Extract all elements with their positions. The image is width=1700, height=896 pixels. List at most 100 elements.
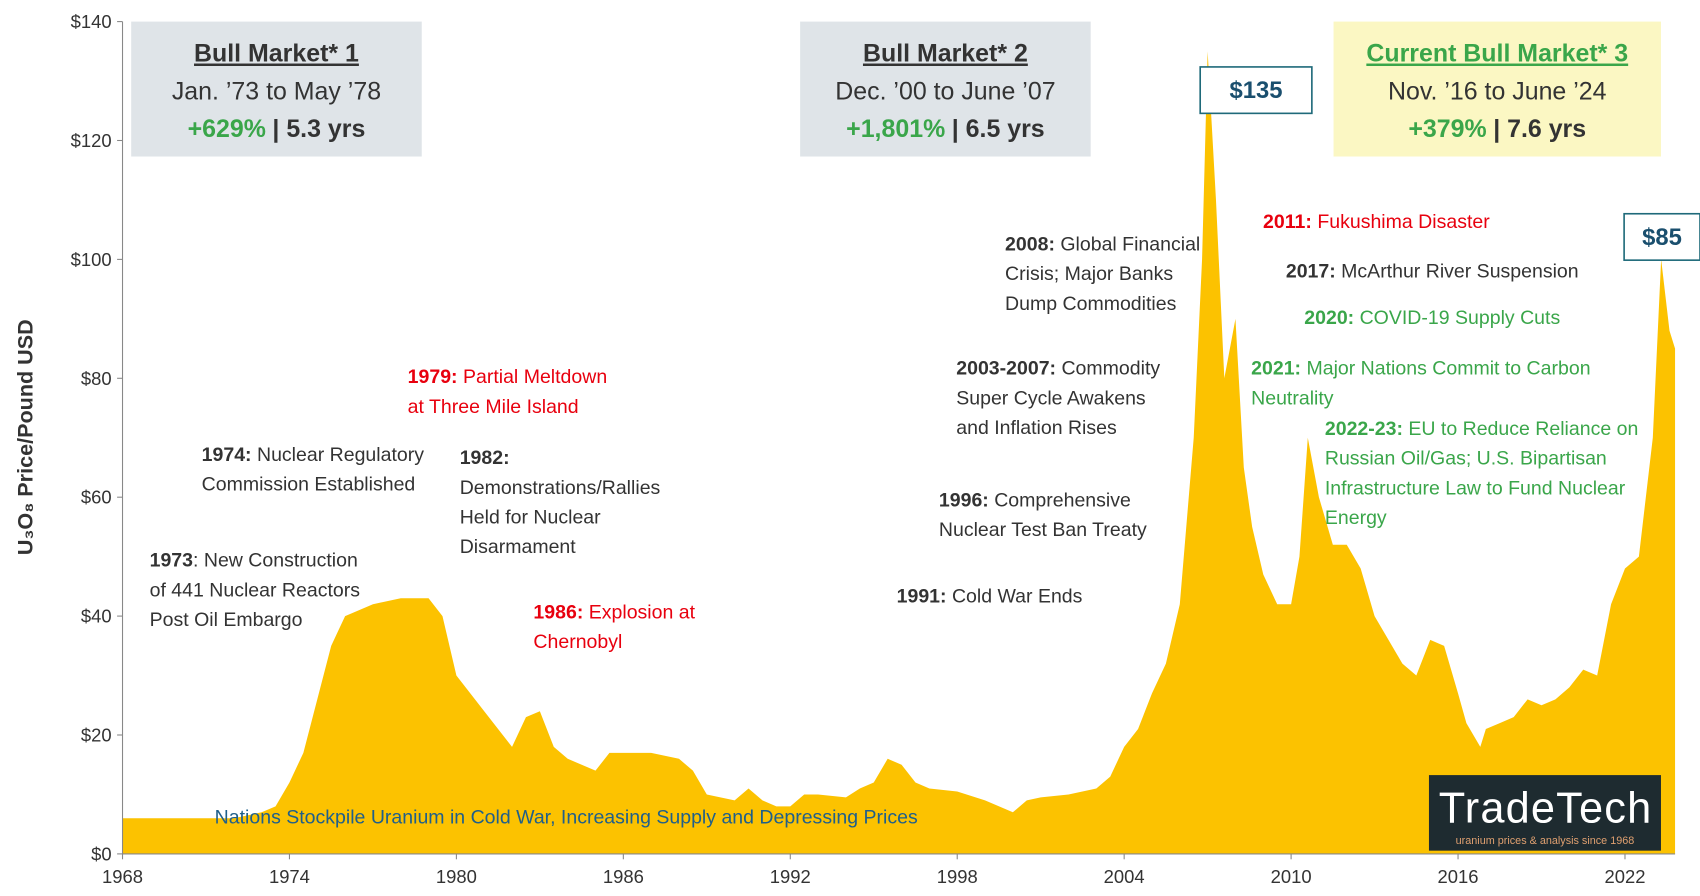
gain: +379% (1408, 115, 1486, 143)
annotation-line: McArthur River Suspension (1336, 260, 1579, 282)
annotation-line: at Three Mile Island (408, 396, 579, 418)
x-tick-label: 2022 (1604, 866, 1645, 887)
annotation-line: Comprehensive (989, 489, 1131, 511)
annotation-line: Russian Oil/Gas; U.S. Bipartisan (1325, 448, 1607, 470)
annotation-text: 2008: Global Financial (1005, 233, 1200, 255)
annotation-label: 2011: (1263, 211, 1312, 233)
callout-label: $85 (1642, 224, 1682, 251)
x-tick-label: 1980 (436, 866, 477, 887)
annotation-line: Chernobyl (533, 631, 622, 653)
duration: | 5.3 yrs (272, 115, 365, 143)
annotation-line: Commission Established (202, 474, 416, 496)
bull-market-gain: +629% | 5.3 yrs (188, 115, 366, 143)
y-tick-label: $120 (71, 130, 112, 151)
gain: +629% (188, 115, 266, 143)
y-tick-label: $60 (81, 487, 112, 508)
annotation-line: Nuclear Test Ban Treaty (939, 519, 1147, 541)
y-tick-label: $40 (81, 606, 112, 627)
annotation-text: Commission Established (202, 474, 416, 496)
annotation-line: EU to Reduce Reliance on (1403, 418, 1638, 440)
annotation-text: 1973: New Construction (150, 550, 358, 572)
annotation-text: Russian Oil/Gas; U.S. Bipartisan (1325, 448, 1607, 470)
bull-market-title: Current Bull Market* 3 (1366, 40, 1628, 68)
bull-market-dates: Nov. ’16 to June ’24 (1388, 77, 1607, 105)
logo-name: TradeTech (1439, 785, 1652, 833)
annotation-line: Neutrality (1251, 387, 1334, 409)
annotation-text: 1974: Nuclear Regulatory (202, 444, 425, 466)
annotation-line: Demonstrations/Rallies (460, 477, 661, 499)
annotation-line: Fukushima Disaster (1312, 211, 1490, 233)
annotation-text: and Inflation Rises (956, 417, 1117, 439)
annotation-text: Infrastructure Law to Fund Nuclear (1325, 477, 1626, 499)
annotation-line: Global Financial (1055, 233, 1200, 255)
annotation-line: : New Construction (193, 550, 358, 572)
annotation-text: Energy (1325, 507, 1387, 529)
annotation-line: Cold War Ends (947, 585, 1083, 607)
annotation-line: COVID-19 Supply Cuts (1354, 307, 1560, 329)
x-tick-label: 2010 (1271, 866, 1312, 887)
annotation-label: 1979: (408, 366, 458, 388)
x-tick-label: 1992 (770, 866, 811, 887)
bull-market-gain: +1,801% | 6.5 yrs (846, 115, 1045, 143)
bull-market-box (1333, 21, 1661, 157)
annotation-text: 1996: Comprehensive (939, 489, 1131, 511)
annotation-text: 2021: Major Nations Commit to Carbon (1251, 358, 1590, 380)
annotation-line: Partial Meltdown (458, 366, 608, 388)
bull-market-gain: +379% | 7.6 yrs (1408, 115, 1586, 143)
duration: | 7.6 yrs (1493, 115, 1586, 143)
annotation-text: Post Oil Embargo (150, 609, 303, 631)
y-tick-label: $20 (81, 725, 112, 746)
x-tick-label: 1974 (269, 866, 310, 887)
annotation-line: Held for Nuclear (460, 507, 601, 529)
annotation-text: Chernobyl (533, 631, 622, 653)
x-tick-label: 2004 (1104, 866, 1145, 887)
annotation-label: 2017: (1286, 260, 1336, 282)
logo-tagline: uranium prices & analysis since 1968 (1456, 835, 1635, 847)
annotation-label: 2003-2007: (956, 358, 1056, 380)
annotation-label: 2020: (1304, 307, 1354, 329)
annotation-text: Held for Nuclear (460, 507, 601, 529)
annotation-label: 2008: (1005, 233, 1055, 255)
annotation-text: Neutrality (1251, 387, 1334, 409)
annotation-text: Nuclear Test Ban Treaty (939, 519, 1147, 541)
annotation-label: 1973 (150, 550, 194, 572)
annotation-label: 2021: (1251, 358, 1301, 380)
annotation-text: Crisis; Major Banks (1005, 263, 1173, 285)
annotation-label: 1996: (939, 489, 989, 511)
annotation-text: 1991: Cold War Ends (897, 585, 1083, 607)
annotation-text: 2017: McArthur River Suspension (1286, 260, 1579, 282)
bull-market-dates: Dec. ’00 to June ’07 (835, 77, 1055, 105)
annotation-text: 2022-23: EU to Reduce Reliance on (1325, 418, 1638, 440)
annotation-line: and Inflation Rises (956, 417, 1117, 439)
annotation-text: 1979: Partial Meltdown (408, 366, 608, 388)
y-tick-label: $140 (71, 11, 112, 32)
logo-box (1428, 775, 1661, 851)
price-area (122, 51, 1676, 854)
bull-market-dates: Jan. ’73 to May ’78 (172, 77, 381, 105)
annotation-line: Commodity (1056, 358, 1160, 380)
callout-label: $135 (1229, 77, 1282, 104)
annotation-text: 1986: Explosion at (533, 602, 695, 624)
annotation-label: 2022-23: (1325, 418, 1403, 440)
y-tick-label: $0 (91, 843, 111, 864)
gain: +1,801% (846, 115, 945, 143)
annotation-text: Demonstrations/Rallies (460, 477, 661, 499)
annotation-label: 1974: (202, 444, 252, 466)
annotation-line: of 441 Nuclear Reactors (150, 579, 361, 601)
x-tick-label: 1998 (937, 866, 978, 887)
annotation-text: 2011: Fukushima Disaster (1263, 211, 1490, 233)
annotation-text: 2020: COVID-19 Supply Cuts (1304, 307, 1560, 329)
annotation-text: 2003-2007: Commodity (956, 358, 1160, 380)
annotation-line: Disarmament (460, 536, 577, 558)
annotation-line: Nations Stockpile Uranium in Cold War, I… (215, 807, 918, 829)
annotation-line: Post Oil Embargo (150, 609, 303, 631)
annotation-line: Super Cycle Awakens (956, 387, 1146, 409)
annotation-text: Dump Commodities (1005, 293, 1177, 315)
annotation-label: 1991: (897, 585, 947, 607)
y-tick-label: $100 (71, 249, 112, 270)
bull-market-title: Bull Market* 1 (194, 40, 359, 68)
bull-market-box (131, 21, 422, 157)
annotation-line: Dump Commodities (1005, 293, 1177, 315)
annotation-text: of 441 Nuclear Reactors (150, 579, 361, 601)
